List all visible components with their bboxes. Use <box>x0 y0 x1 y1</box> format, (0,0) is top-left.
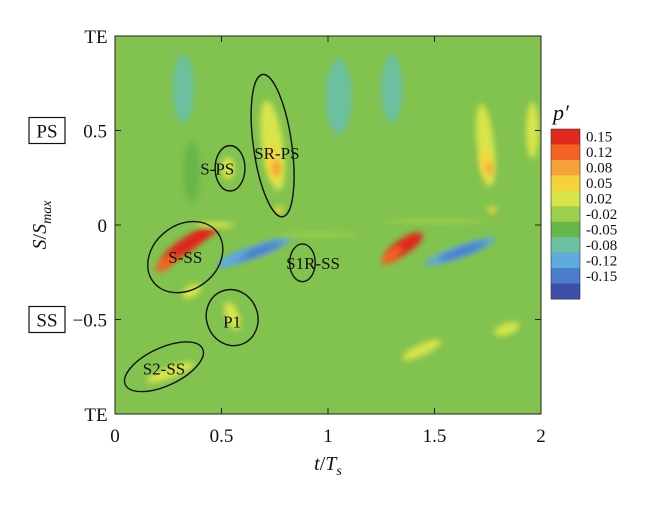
contour-region-25 <box>487 206 497 214</box>
colorbar: 0.150.120.080.050.02-0.02-0.05-0.08-0.12… <box>550 128 617 300</box>
colorbar-level-label: -0.12 <box>586 253 617 269</box>
feature-ellipse-p1 <box>205 288 259 347</box>
colorbar-swatch <box>551 237 580 254</box>
feature-label-s-ps: S-PS <box>200 159 234 178</box>
feature-annotations: SR-PS S-PS S-SS S1R-SS P1 S2-SS <box>123 73 340 393</box>
feature-label-s2-ss: S2-SS <box>143 360 186 379</box>
x-tick-label: 2 <box>536 426 546 447</box>
y-edge-label: TE <box>84 27 107 48</box>
feature-label-p1: P1 <box>223 312 241 331</box>
feature-label-s1r-ss: S1R-SS <box>286 254 340 273</box>
contour-region-12 <box>224 301 241 331</box>
colorbar-swatch <box>551 252 580 269</box>
side-box-label: PS <box>36 122 57 143</box>
side-boxes: PS SS <box>28 116 66 334</box>
contour-field <box>146 54 539 383</box>
colorbar-level-label: 0.05 <box>586 176 612 192</box>
colorbar-swatch <box>551 206 580 223</box>
y-axis-label: S/Smax <box>29 200 55 250</box>
feature-ellipse-s-ps <box>214 144 246 192</box>
contour-region-17 <box>183 141 201 203</box>
y-edge-label: TE <box>84 405 107 426</box>
contour-region-21 <box>438 242 487 261</box>
colorbar-level-label: 0.15 <box>586 130 612 146</box>
colorbar-swatch <box>551 175 580 192</box>
side-box-frame <box>28 305 66 334</box>
contour-region-6 <box>217 249 248 269</box>
colorbar-title: p′ <box>551 100 570 125</box>
feature-label-sr-ps: SR-PS <box>254 144 299 163</box>
y-tick-label: 0.5 <box>83 122 107 143</box>
contour-region-5 <box>233 242 282 261</box>
colorbar-swatch <box>551 283 580 300</box>
side-box-label: SS <box>36 311 57 332</box>
colorbar-swatch <box>551 159 580 176</box>
colorbar-level-label: 0.08 <box>586 161 612 177</box>
colorbar-level-label: -0.05 <box>586 222 617 238</box>
colorbar-swatch <box>551 268 580 285</box>
contour-region-24 <box>486 162 494 174</box>
x-tick-label: 1 <box>323 426 333 447</box>
contour-region-15 <box>172 54 194 123</box>
feature-ellipse-s1r-ss <box>288 243 316 283</box>
x-tick-label: 1.5 <box>423 426 447 447</box>
contour-region-14 <box>146 362 195 383</box>
colorbar-level-label: 0.12 <box>586 145 612 161</box>
contour-region-10 <box>274 206 284 214</box>
contour-region-28 <box>381 54 403 123</box>
y-tick-label: 0 <box>98 216 108 237</box>
feature-ellipse-sr-ps <box>250 73 295 218</box>
y-tick-label: −0.5 <box>73 311 107 332</box>
feature-ellipse-s-ss <box>147 220 224 294</box>
x-axis-ticks: 0 0.5 1 1.5 2 <box>110 36 546 447</box>
x-axis-label: t/Ts <box>314 453 342 479</box>
contour-region-29 <box>381 218 488 224</box>
colorbar-level-label: -0.08 <box>586 238 617 254</box>
colorbar-frame <box>550 128 581 300</box>
contour-region-9 <box>272 160 282 176</box>
feature-ellipse-s2-ss <box>123 341 205 393</box>
colorbar-level-label: -0.15 <box>586 269 617 285</box>
feature-label-s-ss: S-SS <box>168 248 202 267</box>
colorbar-swatch <box>551 144 580 161</box>
colorbar-swatch <box>551 190 580 207</box>
colorbar-level-label: -0.02 <box>586 207 617 223</box>
y-axis-ticks: 0.5 0 −0.5 TE TE <box>73 27 541 426</box>
contour-region-30 <box>274 232 360 237</box>
colorbar-swatch <box>551 221 580 238</box>
x-tick-label: 0.5 <box>210 426 234 447</box>
contour-region-19 <box>381 245 403 265</box>
contour-region-2 <box>155 253 177 273</box>
colorbar-swatch <box>551 129 580 145</box>
contour-region-31 <box>526 102 539 159</box>
contour-region-1 <box>192 228 217 241</box>
side-box-frame <box>28 116 66 145</box>
contour-region-26 <box>402 339 442 361</box>
contour-region-16 <box>325 58 352 135</box>
contour-region-27 <box>494 322 520 336</box>
colorbar-level-label: 0.02 <box>586 192 612 208</box>
x-tick-label: 0 <box>110 426 120 447</box>
contour-region-11 <box>221 156 235 180</box>
